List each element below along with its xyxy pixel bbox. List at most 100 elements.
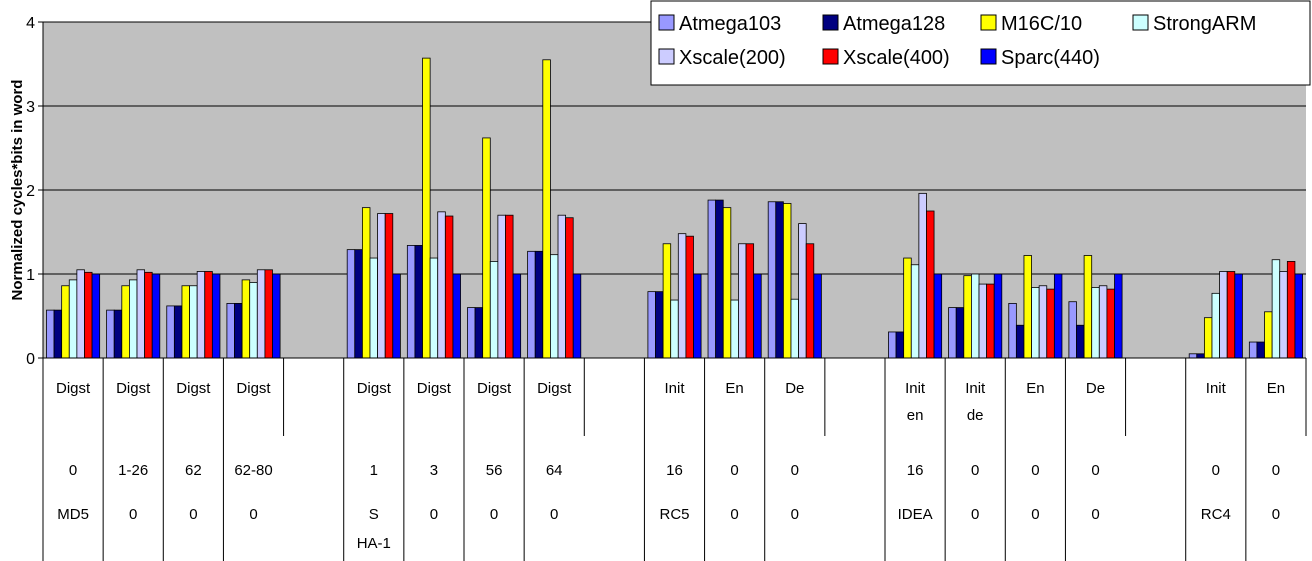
bar-atmega128-0 (53, 309, 63, 359)
category-label-row3b: HA-1 (357, 535, 391, 552)
bar-xscale-400--11 (926, 210, 935, 359)
bar-atmega103-9 (707, 199, 717, 359)
bar-atmega103-13 (1008, 302, 1017, 359)
legend-swatch (822, 48, 839, 65)
bar-atmega128-14 (1076, 324, 1085, 359)
bar-xscale-200--6 (497, 214, 506, 359)
bar-atmega128-16 (1256, 341, 1265, 359)
bar-atmega128-1 (113, 309, 123, 359)
category-label-row1: Init (965, 380, 986, 397)
bar-sparc-440--16 (1294, 273, 1303, 359)
bar-atmega103-6 (467, 307, 476, 359)
category-label-row3: 0 (791, 506, 799, 523)
bar-xscale-200--13 (1038, 285, 1048, 359)
legend-label: StrongARM (1153, 13, 1256, 35)
bar-atmega128-8 (655, 291, 664, 359)
bar-xscale-400--7 (565, 217, 574, 359)
category-label-row1: En (725, 380, 743, 397)
bar-strongarm-10 (790, 298, 799, 359)
legend-swatch (658, 48, 675, 65)
bar-atmega128-7 (534, 250, 544, 359)
category-label-row1: En (1267, 380, 1285, 397)
bar-xscale-200--4 (377, 213, 386, 359)
bar-xscale-400--0 (84, 271, 93, 359)
bar-sparc-440--4 (392, 273, 401, 359)
bar-m16c-10-14 (1083, 255, 1093, 359)
bar-m16c-10-12 (963, 275, 972, 359)
bar-atmega103-12 (948, 307, 957, 359)
bar-atmega128-6 (474, 307, 484, 359)
axes (38, 21, 1306, 359)
bars (46, 57, 1303, 359)
category-label-row3: 0 (1091, 506, 1099, 523)
legend: Atmega103 Atmega128 M16C/10 StrongARM Xscale… (650, 0, 1311, 86)
bar-m16c-10-3 (241, 279, 251, 359)
bar-xscale-200--5 (437, 211, 446, 359)
category-label-row3: 0 (730, 506, 738, 523)
legend-label: Xscale(200) (679, 47, 786, 69)
bar-xscale-200--2 (196, 271, 206, 359)
bar-sparc-440--12 (993, 273, 1003, 359)
category-label-row2: 16 (666, 462, 683, 479)
category-label-row3: 0 (430, 506, 438, 523)
bar-sparc-440--2 (211, 273, 221, 359)
bar-strongarm-7 (550, 254, 559, 359)
legend-swatch (1132, 14, 1149, 31)
bar-atmega103-3 (226, 302, 235, 359)
bar-m16c-10-8 (662, 243, 672, 359)
bar-xscale-400--8 (685, 235, 694, 359)
bar-strongarm-5 (429, 257, 439, 359)
bar-atmega128-13 (1015, 324, 1025, 359)
category-label-row3: 0 (1031, 506, 1039, 523)
category-label-row2: 0 (1031, 462, 1039, 479)
y-tick-label: 1 (26, 267, 35, 284)
bar-m16c-10-13 (1023, 255, 1032, 359)
bar-xscale-200--8 (677, 233, 687, 359)
legend-label: M16C/10 (1001, 13, 1082, 35)
bar-sparc-440--11 (933, 273, 943, 359)
category-label-row2: 1-26 (118, 462, 148, 479)
bar-strongarm-13 (1031, 287, 1040, 359)
category-label-row2: 0 (971, 462, 979, 479)
category-label-row1: De (1086, 380, 1105, 397)
category-label-row1: De (785, 380, 804, 397)
category-label-row2: 56 (486, 462, 503, 479)
bar-atmega128-12 (955, 307, 965, 359)
bar-atmega128-15 (1196, 353, 1205, 359)
bar-strongarm-3 (249, 281, 258, 359)
category-label-row1: Digst (56, 380, 91, 397)
y-tick-label: 2 (26, 183, 35, 200)
category-label-row3: 0 (1272, 506, 1280, 523)
bar-m16c-10-6 (482, 137, 491, 359)
category-label-row2: 0 (1272, 462, 1280, 479)
bar-m16c-10-11 (903, 257, 912, 359)
bar-atmega103-2 (166, 305, 175, 359)
bar-atmega128-9 (715, 199, 724, 359)
bar-xscale-200--7 (557, 214, 567, 359)
category-label-row1b: en (907, 407, 924, 424)
bar-xscale-200--15 (1219, 271, 1228, 359)
bar-sparc-440--1 (151, 273, 161, 359)
y-tick-label: 3 (26, 99, 35, 116)
category-label-row3: 0 (550, 506, 558, 523)
bar-sparc-440--14 (1114, 273, 1123, 359)
category-label-row2: 0 (69, 462, 77, 479)
bar-strongarm-9 (730, 299, 739, 359)
bar-xscale-400--4 (384, 213, 394, 359)
bar-atmega103-16 (1248, 341, 1258, 359)
bar-atmega103-1 (106, 309, 115, 359)
bar-xscale-200--10 (798, 223, 807, 359)
bar-atmega103-14 (1068, 301, 1077, 359)
bar-strongarm-0 (68, 279, 78, 359)
y-axis-label: Normalized cycles*bits in word (9, 80, 26, 301)
bar-m16c-10-4 (361, 207, 371, 359)
bar-xscale-200--14 (1098, 285, 1108, 359)
bar-strongarm-6 (489, 260, 499, 359)
bar-strongarm-11 (910, 264, 920, 359)
bar-m16c-10-9 (722, 207, 732, 359)
category-table: Digst 0 MD5 Digst 1-26 0 Digst 62 0 Digst 62-80 0 Di… (42, 358, 1307, 561)
category-label-row1: Digst (477, 380, 512, 397)
legend-label: Sparc(440) (1001, 47, 1100, 69)
bar-atmega128-10 (775, 201, 784, 359)
